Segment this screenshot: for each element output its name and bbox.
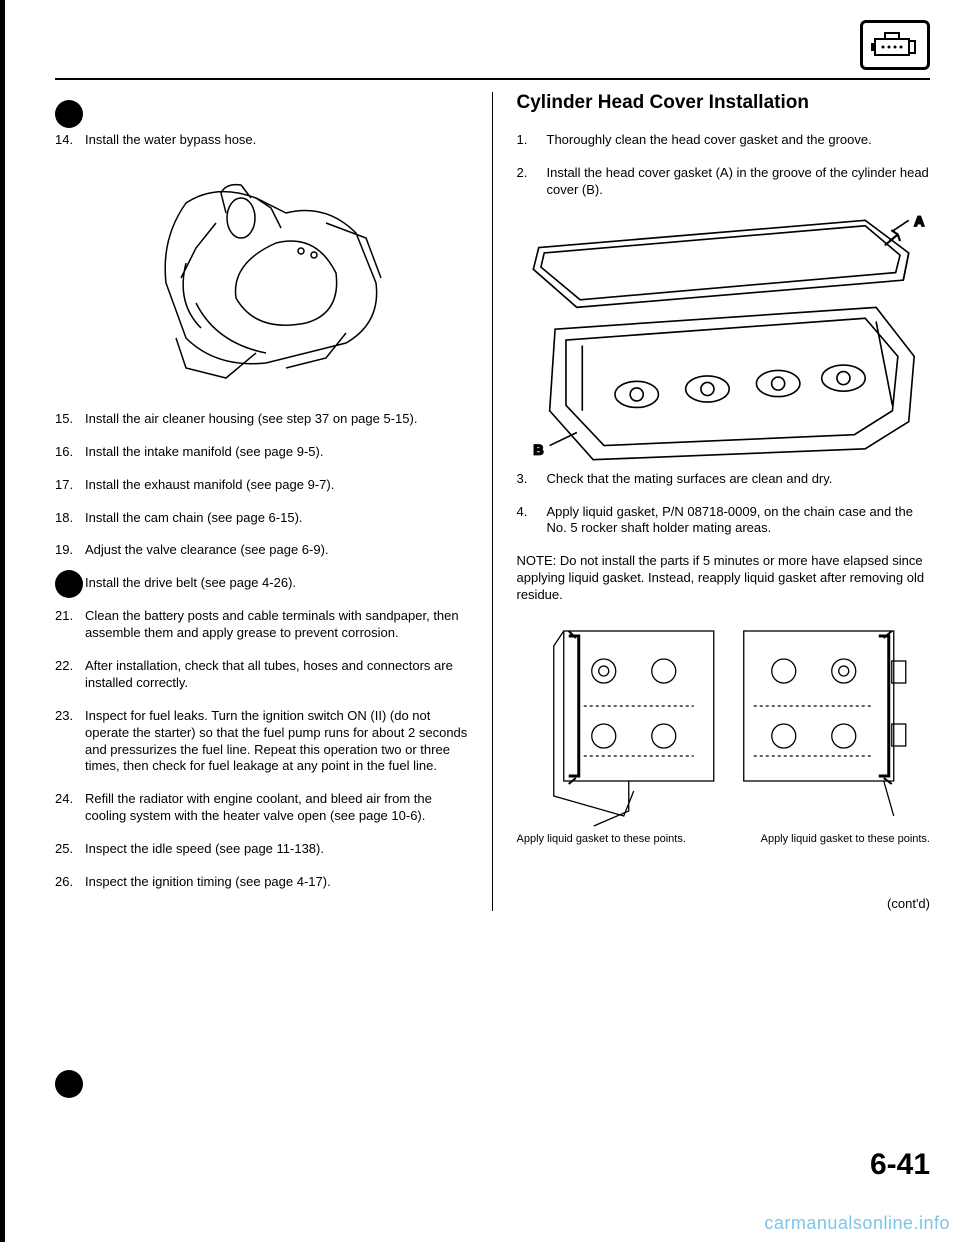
svg-text:A: A [914,213,924,229]
step-number: 24. [55,791,73,808]
engine-icon [860,20,930,70]
caption-left: Apply liquid gasket to these points. [517,833,686,845]
right-step-list-top: 1. Thoroughly clean the head cover gasket… [517,132,931,199]
page-number: 6-41 [870,1148,930,1182]
figure-head-cover-gasket: A B [517,215,931,455]
step-number: 19. [55,542,73,559]
step-14: 14. Install the water bypass hose. [85,132,468,393]
figure-liquid-gasket-points: Apply liquid gasket to these points. App… [517,616,931,856]
step-1: 1.Thoroughly clean the head cover gasket… [547,132,931,149]
left-column: 14. Install the water bypass hose. [55,92,493,911]
section-bullet [55,100,83,128]
watermark: carmanualsonline.info [764,1213,950,1234]
step-21: 21.Clean the battery posts and cable ter… [85,608,468,642]
step-text: Clean the battery posts and cable termin… [85,608,459,640]
right-step-list-mid: 3. Check that the mating surfaces are cle… [517,471,931,538]
right-column: Cylinder Head Cover Installation 1. Thoro… [493,92,931,911]
step-20: 20.Install the drive belt (see page 4-26… [85,575,468,592]
step-text: Install the exhaust manifold (see page 9… [85,477,334,492]
step-number: 25. [55,841,73,858]
two-column-layout: 14. Install the water bypass hose. [55,92,930,911]
step-text: Inspect for fuel leaks. Turn the ignitio… [85,708,467,774]
step-number: 3. [517,471,528,488]
step-text: Refill the radiator with engine coolant,… [85,791,432,823]
continued-label: (cont'd) [517,896,931,911]
step-number: 1. [517,132,528,149]
step-text: Inspect the ignition timing (see page 4-… [85,874,331,889]
step-text: Check that the mating surfaces are clean… [547,471,833,486]
step-text: Install the drive belt (see page 4-26). [85,575,296,590]
step-number: 21. [55,608,73,625]
step-4: 4.Apply liquid gasket, P/N 08718-0009, o… [547,504,931,538]
step-number: 2. [517,165,528,182]
note-text: NOTE: Do not install the parts if 5 minu… [517,553,931,604]
left-step-list: 14. Install the water bypass hose. [55,132,468,891]
step-text: Install the water bypass hose. [85,132,256,147]
step-number: 26. [55,874,73,891]
step-number: 20. [55,575,73,592]
step-3: 3.Check that the mating surfaces are cle… [547,471,931,488]
step-19: 19.Adjust the valve clearance (see page … [85,542,468,559]
step-number: 16. [55,444,73,461]
step-text: Install the cam chain (see page 6-15). [85,510,303,525]
caption-right: Apply liquid gasket to these points. [761,833,930,845]
step-text: Apply liquid gasket, P/N 08718-0009, on … [547,504,913,536]
step-number: 14. [55,132,73,149]
step-text: Install the intake manifold (see page 9-… [85,444,323,459]
step-text: Adjust the valve clearance (see page 6-9… [85,542,329,557]
step-2: 2.Install the head cover gasket (A) in t… [547,165,931,199]
step-text: Thoroughly clean the head cover gasket a… [547,132,872,147]
step-26: 26.Inspect the ignition timing (see page… [85,874,468,891]
header-row [55,20,930,70]
step-number: 23. [55,708,73,725]
step-18: 18.Install the cam chain (see page 6-15)… [85,510,468,527]
step-22: 22.After installation, check that all tu… [85,658,468,692]
step-25: 25.Inspect the idle speed (see page 11-1… [85,841,468,858]
step-15: 15.Install the air cleaner housing (see … [85,411,468,428]
section-bullet [55,1070,83,1098]
step-number: 18. [55,510,73,527]
header-rule [55,78,930,80]
svg-text:B: B [533,441,543,457]
section-title: Cylinder Head Cover Installation [517,92,931,114]
manual-page: 14. Install the water bypass hose. [0,0,960,1242]
step-text: Install the head cover gasket (A) in the… [547,165,929,197]
step-number: 4. [517,504,528,521]
step-23: 23.Inspect for fuel leaks. Turn the igni… [85,708,468,776]
step-24: 24.Refill the radiator with engine coola… [85,791,468,825]
step-number: 15. [55,411,73,428]
figure-water-bypass-hose [85,163,468,393]
step-text: Inspect the idle speed (see page 11-138)… [85,841,324,856]
step-text: After installation, check that all tubes… [85,658,453,690]
step-number: 22. [55,658,73,675]
step-17: 17.Install the exhaust manifold (see pag… [85,477,468,494]
step-text: Install the air cleaner housing (see ste… [85,411,417,426]
step-number: 17. [55,477,73,494]
step-16: 16.Install the intake manifold (see page… [85,444,468,461]
